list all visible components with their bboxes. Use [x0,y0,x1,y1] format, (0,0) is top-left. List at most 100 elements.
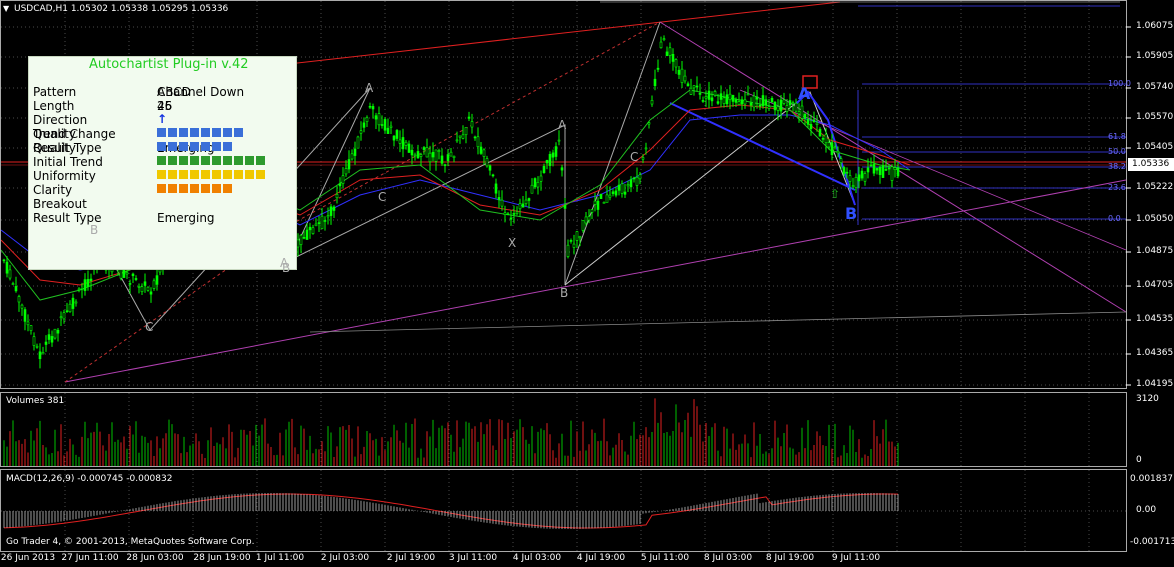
volumes-min: 0 [1136,455,1142,465]
ac-value-pattern-overlay: ABCD [157,85,191,99]
candle-body [752,95,756,108]
candle-body [638,174,642,180]
candle-body [332,206,336,211]
candle-body [845,171,849,174]
candle-body [71,297,75,309]
candle-body [152,280,156,289]
candle-body [425,147,429,158]
time-tick-label: 4 Jul 19:00 [576,553,626,563]
pattern-polyline-3 [564,91,856,286]
candle-body [830,142,834,155]
candle-body [896,167,900,177]
time-tick-label: 8 Jul 03:00 [703,553,753,563]
candle-body [575,231,579,241]
candle-body [65,310,69,313]
candle-body [560,167,564,171]
candle-body [452,155,456,158]
candle-body [617,184,621,191]
price-tick-label: 1.05050 [1136,214,1174,224]
autochartist-title: Autochartist Plug-in v.42 [89,57,249,72]
candle-body [659,41,663,49]
candle-body [68,303,72,313]
candle-body [671,54,675,62]
candle-body [437,150,441,153]
candle-body [473,136,477,139]
candle-body [797,111,801,115]
ac-label-breakout: Breakout [33,197,87,211]
macd-top: 0.001837 [1130,474,1173,484]
candle-body [497,197,501,201]
candle-body [791,102,795,104]
ac-value-length: 25 [157,99,173,113]
candle-body [815,122,819,125]
candle-body [872,163,876,174]
chart-menu-arrow-icon[interactable]: ▼ [3,4,10,13]
autochartist-panel[interactable]: Autochartist Plug-in v.42 Pattern Channe… [28,56,297,270]
time-tick-label: 2 Jul 03:00 [320,553,370,563]
candle-body [584,216,588,224]
candle-body [41,352,45,355]
pattern-point-label: B [845,204,858,223]
time-tick-label: 28 Jun 03:00 [126,553,184,563]
candle-body [563,204,567,209]
candle-body [383,119,387,131]
macd-bottom: -0.001713 [1130,537,1174,547]
candle-body [17,296,21,303]
candle-body [149,291,153,295]
candle-body [854,177,858,188]
candle-body [719,93,723,100]
candle-body [311,227,315,234]
candle-body [5,261,9,274]
candle-body [26,321,30,326]
candle-body [155,275,159,285]
candle-body [368,105,372,108]
candle-body [386,127,390,134]
pattern-point-label: A [798,84,811,103]
candle-body [527,198,531,201]
candle-body [599,193,603,199]
candle-body [770,98,774,103]
time-tick-label: 26 Jun 2013 [0,553,56,563]
candle-body [50,336,54,343]
candle-body [842,167,846,175]
magenta-support-line [64,179,1127,383]
candle-body [299,234,303,245]
candle-body [428,152,432,163]
target-box-marker [802,75,818,89]
candle-body [551,152,555,158]
candle-body [35,345,39,348]
candle-body [20,304,24,309]
candle-body [134,278,138,280]
candle-body [377,113,381,126]
price-tick-label: 1.05570 [1136,112,1174,122]
candle-body [587,216,591,221]
candle-body [416,151,420,159]
candle-body [467,116,471,119]
pattern-point-label: B [282,261,291,275]
candle-body [731,94,735,102]
candle-body [128,283,132,285]
candle-body [590,209,594,213]
candle-body [632,177,636,180]
pattern-point-label: X [508,236,517,250]
quality-bar [157,128,245,137]
candle-body [608,194,612,198]
candle-body [710,97,714,102]
candle-body [407,143,411,153]
candle-body [86,279,90,287]
candle-body [566,244,570,257]
candle-body [725,94,729,105]
moving-average-green [0,89,911,301]
candle-body [866,167,870,173]
ac-label-quality: Quality [33,127,76,141]
candle-body [458,135,462,138]
ac-label-result-type: Result Type [33,141,102,155]
price-tick-label: 1.05740 [1136,82,1174,92]
main-chart-frame [0,0,1127,389]
price-tick-label: 1.06075 [1136,21,1174,31]
macd-panel-frame [0,469,1127,552]
candle-body [881,165,885,178]
red-dashed-line [64,21,661,383]
candle-body [812,119,816,123]
